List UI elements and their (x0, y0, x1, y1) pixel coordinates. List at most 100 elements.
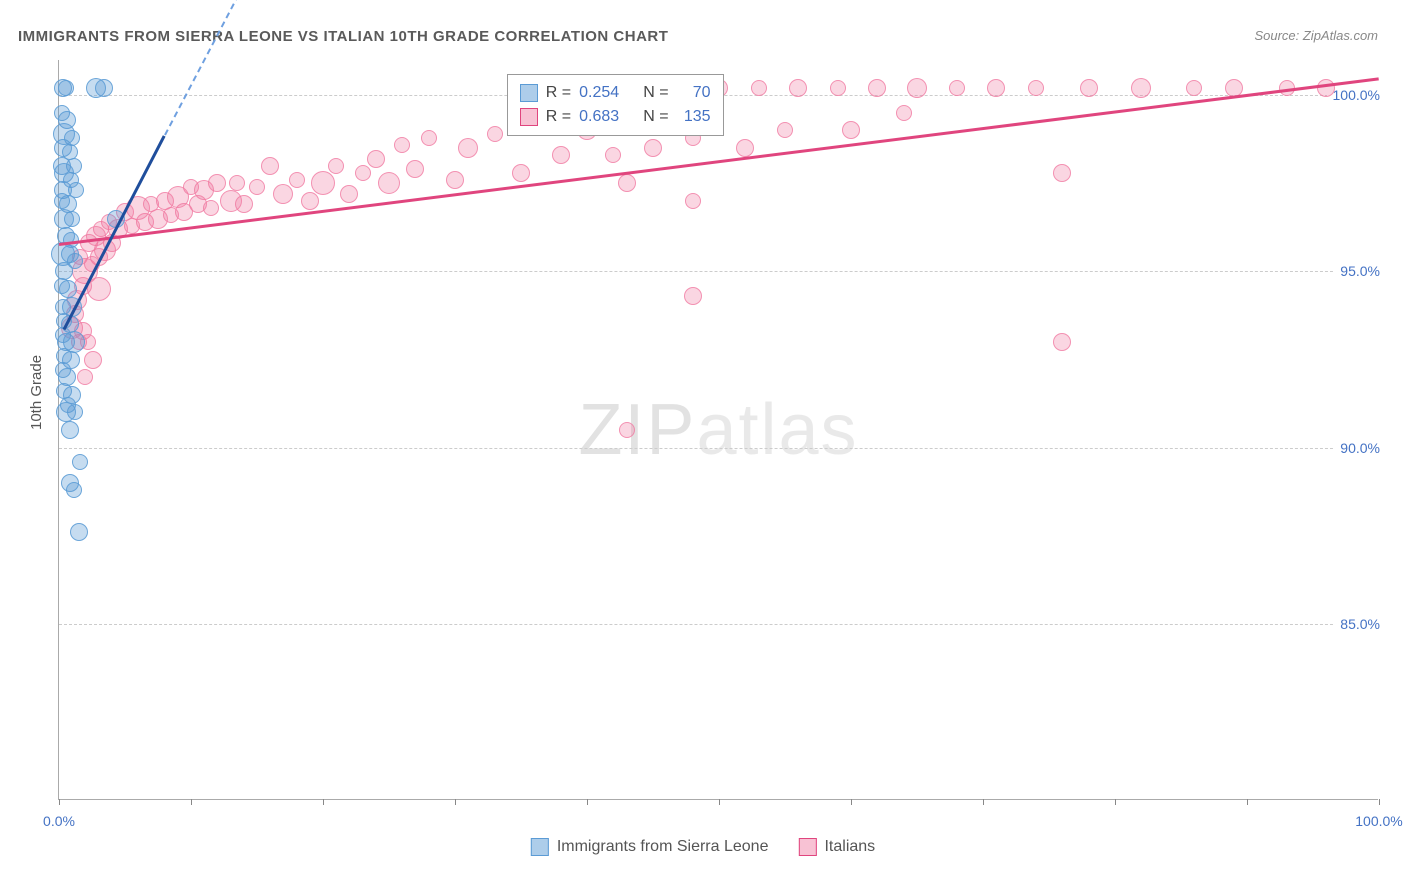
legend-bottom: Immigrants from Sierra Leone Italians (531, 838, 875, 856)
data-point (95, 79, 113, 97)
n-value: 70 (677, 81, 711, 105)
legend-item: Immigrants from Sierra Leone (531, 838, 769, 856)
legend-label: Italians (824, 838, 875, 856)
data-point (261, 157, 279, 175)
x-tick (59, 799, 60, 805)
data-point (684, 287, 702, 305)
data-point (1053, 333, 1071, 351)
plot-area: ZIPatlas 85.0%90.0%95.0%100.0%0.0%100.0% (58, 60, 1378, 800)
x-tick-label: 0.0% (43, 813, 75, 829)
r-value: 0.683 (579, 105, 619, 129)
data-point (406, 160, 424, 178)
data-point (736, 139, 754, 157)
data-point (896, 105, 912, 121)
y-tick-label: 90.0% (1334, 440, 1380, 456)
data-point (987, 79, 1005, 97)
data-point (61, 421, 79, 439)
data-point (685, 193, 701, 209)
data-point (355, 165, 371, 181)
r-label: R = (546, 81, 571, 105)
x-tick (587, 799, 588, 805)
data-point (72, 454, 88, 470)
data-point (378, 172, 400, 194)
data-point (273, 184, 293, 204)
data-point (1186, 80, 1202, 96)
data-point (842, 121, 860, 139)
n-label: N = (643, 81, 668, 105)
data-point (1028, 80, 1044, 96)
data-point (1053, 164, 1071, 182)
data-point (311, 171, 335, 195)
stats-legend-box: R = 0.254 N = 70 R = 0.683 N = 135 (507, 74, 724, 136)
x-tick (323, 799, 324, 805)
watermark-bold: ZIP (578, 390, 696, 470)
x-tick (455, 799, 456, 805)
data-point (777, 122, 793, 138)
data-point (1131, 78, 1151, 98)
data-point (619, 422, 635, 438)
x-tick-label: 100.0% (1355, 813, 1402, 829)
x-tick (1247, 799, 1248, 805)
data-point (66, 482, 82, 498)
data-point (789, 79, 807, 97)
data-point (446, 171, 464, 189)
x-tick (851, 799, 852, 805)
data-point (421, 130, 437, 146)
data-point (1317, 79, 1335, 97)
n-label: N = (643, 105, 668, 129)
data-point (394, 137, 410, 153)
data-point (289, 172, 305, 188)
legend-swatch (520, 108, 538, 126)
watermark-light: atlas (696, 390, 858, 470)
grid-line (59, 271, 1378, 272)
data-point (328, 158, 344, 174)
x-tick (191, 799, 192, 805)
data-point (367, 150, 385, 168)
data-point (830, 80, 846, 96)
data-point (618, 174, 636, 192)
data-point (340, 185, 358, 203)
data-point (458, 138, 478, 158)
data-point (84, 351, 102, 369)
data-point (58, 80, 74, 96)
r-value: 0.254 (579, 81, 619, 105)
x-tick (1379, 799, 1380, 805)
legend-item: Italians (798, 838, 875, 856)
data-point (229, 175, 245, 191)
legend-swatch (520, 84, 538, 102)
x-tick (719, 799, 720, 805)
data-point (64, 211, 80, 227)
data-point (751, 80, 767, 96)
legend-swatch (798, 838, 816, 856)
data-point (249, 179, 265, 195)
chart-title: IMMIGRANTS FROM SIERRA LEONE VS ITALIAN … (18, 28, 668, 45)
y-axis-label: 10th Grade (28, 355, 45, 430)
x-tick (983, 799, 984, 805)
y-tick-label: 85.0% (1334, 616, 1380, 632)
stats-row: R = 0.683 N = 135 (520, 105, 711, 129)
stats-row: R = 0.254 N = 70 (520, 81, 711, 105)
legend-swatch (531, 838, 549, 856)
r-label: R = (546, 105, 571, 129)
trend-line (164, 0, 258, 135)
data-point (70, 523, 88, 541)
x-tick (1115, 799, 1116, 805)
data-point (67, 404, 83, 420)
data-point (868, 79, 886, 97)
n-value: 135 (677, 105, 711, 129)
grid-line (59, 624, 1378, 625)
data-point (907, 78, 927, 98)
data-point (487, 126, 503, 142)
data-point (301, 192, 319, 210)
data-point (605, 147, 621, 163)
data-point (644, 139, 662, 157)
data-point (220, 190, 242, 212)
data-point (59, 280, 77, 298)
data-point (1080, 79, 1098, 97)
grid-line (59, 448, 1378, 449)
data-point (949, 80, 965, 96)
data-point (77, 369, 93, 385)
legend-label: Immigrants from Sierra Leone (557, 838, 769, 856)
data-point (552, 146, 570, 164)
data-point (512, 164, 530, 182)
